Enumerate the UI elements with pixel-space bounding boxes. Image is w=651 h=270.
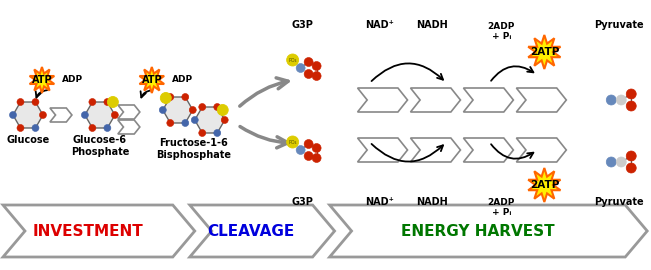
Polygon shape (13, 102, 43, 128)
Text: 2ADP
+ Pᵢ: 2ADP + Pᵢ (488, 22, 515, 41)
Circle shape (182, 120, 189, 126)
Circle shape (304, 140, 313, 148)
Circle shape (32, 99, 39, 106)
Circle shape (286, 136, 299, 148)
Circle shape (606, 157, 616, 167)
Text: ATP: ATP (141, 75, 162, 85)
Circle shape (40, 112, 46, 119)
Circle shape (214, 130, 221, 137)
Text: ADP: ADP (172, 76, 193, 85)
Circle shape (606, 95, 616, 105)
Circle shape (626, 163, 636, 173)
Text: 2ATP: 2ATP (530, 180, 559, 190)
Circle shape (312, 143, 321, 153)
Circle shape (89, 124, 96, 131)
Text: PO₄: PO₄ (288, 140, 297, 144)
Circle shape (626, 101, 636, 111)
Circle shape (32, 124, 39, 131)
Circle shape (616, 157, 626, 167)
Circle shape (10, 112, 16, 119)
Text: PO₄: PO₄ (288, 58, 297, 62)
Circle shape (81, 112, 89, 119)
Polygon shape (50, 108, 72, 122)
Polygon shape (163, 97, 193, 123)
Polygon shape (118, 120, 140, 134)
Polygon shape (29, 67, 54, 93)
Polygon shape (357, 138, 408, 162)
Polygon shape (329, 205, 647, 257)
Polygon shape (464, 88, 514, 112)
Polygon shape (516, 88, 566, 112)
Circle shape (626, 151, 636, 161)
Circle shape (286, 54, 299, 66)
Circle shape (167, 93, 174, 100)
Polygon shape (118, 105, 140, 119)
Circle shape (89, 99, 96, 106)
Polygon shape (139, 67, 164, 93)
Circle shape (221, 116, 229, 123)
Polygon shape (464, 138, 514, 162)
Circle shape (17, 124, 24, 131)
Circle shape (217, 104, 229, 116)
Circle shape (626, 89, 636, 99)
Polygon shape (3, 205, 195, 257)
Polygon shape (190, 205, 335, 257)
Circle shape (191, 116, 199, 123)
Circle shape (304, 69, 313, 79)
Circle shape (304, 151, 313, 160)
Circle shape (312, 154, 321, 163)
Polygon shape (528, 35, 561, 69)
Text: 2ATP: 2ATP (530, 47, 559, 57)
Polygon shape (357, 88, 408, 112)
Text: Glucose: Glucose (7, 135, 49, 145)
Text: G3P: G3P (292, 20, 314, 30)
Circle shape (182, 93, 189, 100)
Circle shape (111, 112, 118, 119)
Text: NADH: NADH (417, 197, 449, 207)
Polygon shape (195, 107, 225, 133)
Circle shape (312, 62, 321, 70)
Text: NAD⁺: NAD⁺ (365, 197, 394, 207)
Text: ATP: ATP (32, 75, 52, 85)
Circle shape (104, 99, 111, 106)
Text: NADH: NADH (417, 20, 449, 30)
Circle shape (616, 95, 626, 105)
Text: CLEAVAGE: CLEAVAGE (208, 224, 295, 238)
Circle shape (304, 58, 313, 66)
Text: Glucose-6
Phosphate: Glucose-6 Phosphate (71, 135, 129, 157)
Polygon shape (411, 88, 460, 112)
Text: Pyruvate: Pyruvate (594, 20, 644, 30)
Circle shape (214, 103, 221, 110)
Circle shape (160, 93, 171, 103)
Text: NAD⁺: NAD⁺ (365, 20, 394, 30)
Text: ENERGY HARVEST: ENERGY HARVEST (400, 224, 554, 238)
Polygon shape (528, 168, 561, 202)
Circle shape (312, 72, 321, 80)
Text: ADP: ADP (62, 76, 83, 85)
Text: 2ADP
+ Pᵢ: 2ADP + Pᵢ (488, 198, 515, 217)
Text: INVESTMENT: INVESTMENT (33, 224, 143, 238)
Circle shape (107, 96, 118, 107)
Circle shape (199, 130, 206, 137)
Text: Fructose-1-6
Bisphosphate: Fructose-1-6 Bisphosphate (156, 138, 231, 160)
Circle shape (167, 120, 174, 126)
Polygon shape (516, 138, 566, 162)
Polygon shape (85, 102, 115, 128)
Circle shape (296, 63, 305, 73)
Circle shape (159, 106, 166, 113)
Text: Pyruvate: Pyruvate (594, 197, 644, 207)
Polygon shape (411, 138, 460, 162)
Circle shape (199, 103, 206, 110)
Text: G3P: G3P (292, 197, 314, 207)
Circle shape (104, 124, 111, 131)
Circle shape (17, 99, 24, 106)
Circle shape (189, 106, 196, 113)
Circle shape (296, 146, 305, 154)
